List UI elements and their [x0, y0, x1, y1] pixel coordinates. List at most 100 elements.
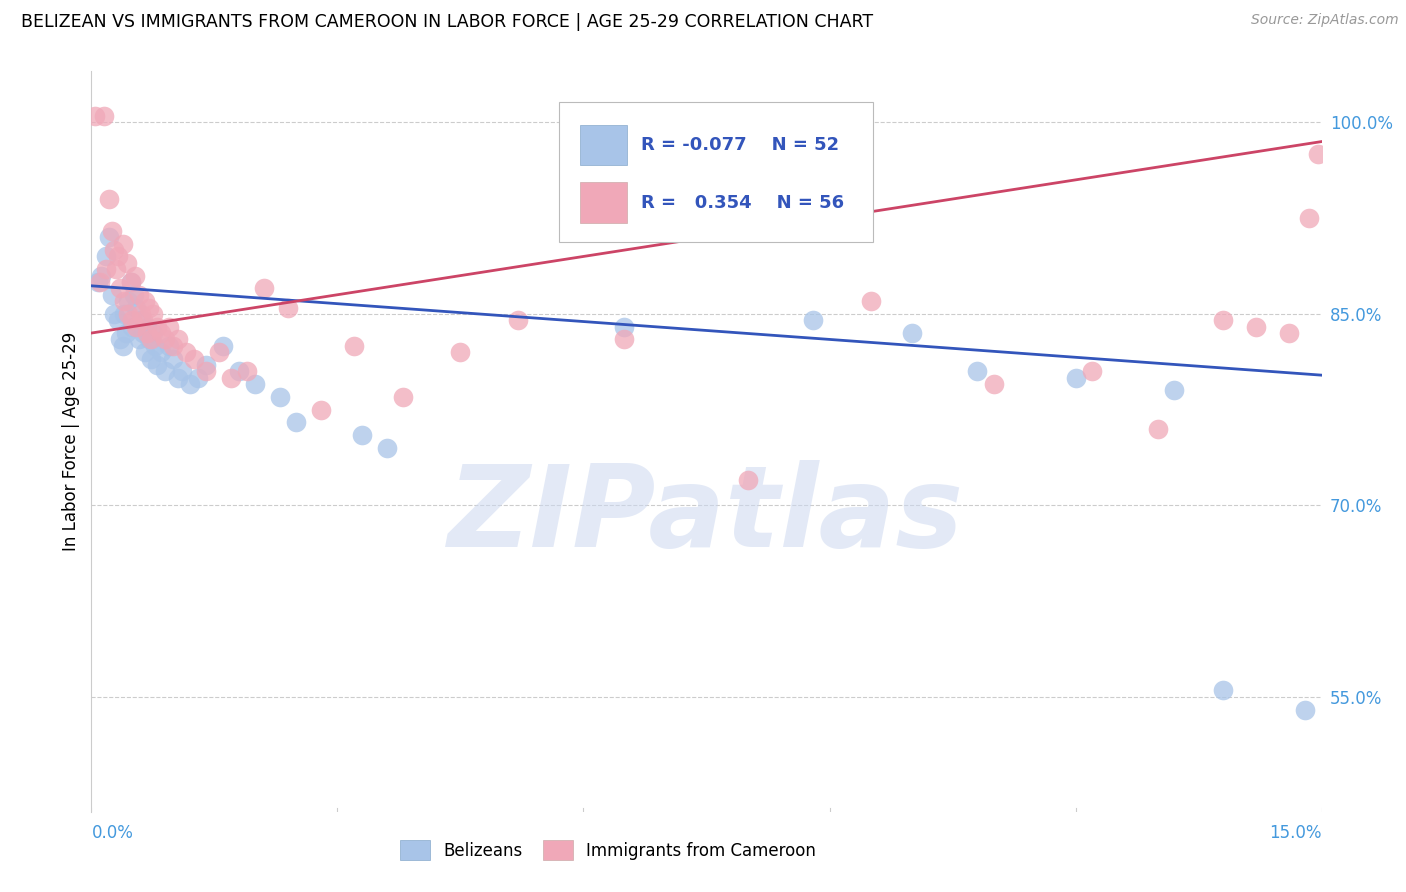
- Point: [195, 358, 218, 372]
- Point: [98, 230, 121, 244]
- Point: [134, 294, 156, 309]
- Point: [150, 345, 173, 359]
- Point: [132, 313, 155, 327]
- Point: [146, 319, 169, 334]
- Point: [859, 294, 882, 309]
- Point: [122, 287, 145, 301]
- Point: [120, 275, 142, 289]
- Point: [157, 339, 180, 353]
- Point: [613, 319, 636, 334]
- Point: [343, 339, 366, 353]
- Point: [1298, 211, 1320, 226]
- Point: [375, 441, 398, 455]
- Point: [1081, 364, 1104, 378]
- Point: [207, 345, 229, 359]
- Point: [506, 313, 529, 327]
- Point: [1212, 313, 1234, 327]
- Point: [253, 281, 276, 295]
- Point: [350, 428, 373, 442]
- Legend: Belizeans, Immigrants from Cameroon: Belizeans, Immigrants from Cameroon: [394, 834, 823, 866]
- Point: [87, 275, 110, 289]
- Point: [101, 224, 124, 238]
- Point: [132, 326, 155, 340]
- Point: [121, 319, 143, 334]
- Point: [269, 390, 291, 404]
- Point: [107, 249, 129, 264]
- Y-axis label: In Labor Force | Age 25-29: In Labor Force | Age 25-29: [62, 332, 80, 551]
- FancyBboxPatch shape: [579, 183, 627, 223]
- Point: [129, 307, 152, 321]
- Point: [93, 109, 115, 123]
- Point: [449, 345, 471, 359]
- Point: [96, 249, 117, 264]
- Point: [103, 307, 125, 321]
- Point: [146, 358, 169, 372]
- Point: [111, 339, 134, 353]
- Point: [117, 307, 139, 321]
- Point: [219, 370, 242, 384]
- Text: 0.0%: 0.0%: [91, 824, 134, 842]
- Point: [703, 109, 725, 123]
- Point: [117, 294, 139, 309]
- Point: [1163, 384, 1185, 398]
- Point: [103, 243, 125, 257]
- Point: [183, 351, 205, 366]
- Point: [1278, 326, 1301, 340]
- Point: [105, 262, 127, 277]
- Point: [737, 473, 759, 487]
- Point: [392, 390, 415, 404]
- Point: [108, 333, 131, 347]
- Point: [179, 377, 201, 392]
- Point: [211, 339, 233, 353]
- Point: [801, 313, 824, 327]
- Point: [142, 307, 165, 321]
- Point: [136, 319, 159, 334]
- Point: [671, 109, 693, 123]
- Point: [166, 333, 188, 347]
- Point: [101, 287, 124, 301]
- Point: [309, 402, 332, 417]
- Text: BELIZEAN VS IMMIGRANTS FROM CAMEROON IN LABOR FORCE | AGE 25-29 CORRELATION CHAR: BELIZEAN VS IMMIGRANTS FROM CAMEROON IN …: [21, 13, 873, 31]
- Point: [114, 326, 138, 340]
- Point: [1146, 422, 1168, 436]
- Point: [121, 313, 143, 327]
- Point: [115, 256, 138, 270]
- Point: [108, 281, 131, 295]
- Point: [166, 370, 188, 384]
- Text: 15.0%: 15.0%: [1270, 824, 1322, 842]
- Point: [900, 326, 922, 340]
- Point: [153, 364, 177, 378]
- Point: [124, 268, 146, 283]
- Point: [129, 313, 152, 327]
- Point: [145, 339, 166, 353]
- Point: [245, 377, 267, 392]
- Text: R = -0.077    N = 52: R = -0.077 N = 52: [641, 136, 839, 154]
- Point: [90, 268, 112, 283]
- Point: [162, 351, 184, 366]
- Point: [96, 262, 117, 277]
- Point: [120, 275, 142, 289]
- Point: [1064, 370, 1087, 384]
- Text: ZIPatlas: ZIPatlas: [449, 460, 965, 571]
- FancyBboxPatch shape: [558, 103, 873, 242]
- FancyBboxPatch shape: [579, 125, 627, 165]
- Point: [195, 364, 218, 378]
- Point: [125, 301, 148, 315]
- Point: [236, 364, 259, 378]
- Point: [128, 333, 150, 347]
- Point: [228, 364, 250, 378]
- Point: [157, 319, 180, 334]
- Point: [141, 333, 163, 347]
- Point: [162, 339, 184, 353]
- Point: [84, 109, 107, 123]
- Point: [1294, 703, 1316, 717]
- Point: [966, 364, 988, 378]
- Point: [187, 370, 209, 384]
- Point: [136, 326, 159, 340]
- Point: [983, 377, 1005, 392]
- Point: [153, 333, 177, 347]
- Point: [107, 313, 129, 327]
- Point: [174, 345, 197, 359]
- Point: [1212, 683, 1234, 698]
- Point: [134, 345, 156, 359]
